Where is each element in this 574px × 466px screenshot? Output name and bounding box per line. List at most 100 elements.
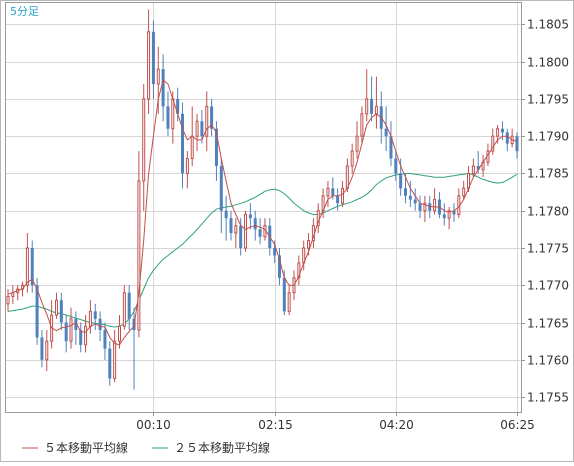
y-tick-label: 1.1795 [527, 93, 569, 107]
candle-body-up [433, 199, 437, 212]
candle-body-down [258, 229, 262, 237]
y-tick-label: 1.1800 [527, 56, 569, 70]
candle-body-down [384, 128, 388, 137]
candle-body-up [113, 340, 117, 379]
candle-body-up [423, 202, 427, 212]
candle-body-down [108, 348, 112, 379]
candle-body-up [45, 340, 49, 361]
x-tick-label: 06:25 [500, 418, 535, 432]
candle-body-down [200, 121, 204, 137]
candle-body-down [336, 195, 340, 204]
x-tick-label: 02:15 [258, 418, 293, 432]
candle-body-down [476, 166, 480, 170]
candle-body-down [176, 98, 180, 114]
candle-body-up [117, 325, 121, 342]
candle-body-up [205, 105, 209, 137]
candle-body-down [64, 322, 68, 342]
legend-label-ma25: ２５本移動平均線 [174, 440, 270, 455]
candle-body-up [122, 292, 126, 327]
x-tick-label: 04:20 [379, 418, 414, 432]
candle-body-up [54, 299, 58, 316]
timeframe-label: 5分足 [10, 5, 39, 18]
plot-border [5, 2, 522, 413]
candle-body-down [331, 188, 335, 196]
candle-body-up [350, 150, 354, 167]
candle-body-up [365, 98, 369, 115]
candle-body-down [229, 218, 233, 234]
candle-body-down [59, 300, 63, 323]
candle-body-up [6, 295, 10, 305]
candle-body-down [239, 225, 243, 248]
candle-body-down [74, 318, 78, 330]
candle-body-up [88, 310, 92, 327]
candle-body-down [413, 199, 417, 204]
candle-body-up [195, 120, 199, 137]
candle-body-up [156, 68, 160, 85]
candle-body-up [496, 128, 500, 137]
candle-body-down [515, 136, 519, 152]
y-tick-label: 1.1770 [527, 279, 569, 293]
candle-body-down [277, 255, 281, 278]
y-tick-label: 1.1765 [527, 317, 569, 331]
candle-body-down [248, 214, 252, 219]
candle-body-up [307, 240, 311, 249]
candle-body-down [442, 214, 446, 219]
candle-body-up [360, 113, 364, 137]
candle-body-up [345, 165, 349, 189]
candle-body-down [394, 158, 398, 174]
candle-body-down [253, 218, 257, 230]
candle-body-down [166, 106, 170, 129]
candle-body-down [30, 248, 34, 286]
candle-body-up [244, 213, 248, 249]
candle-body-down [370, 98, 374, 114]
candle-body-up [287, 292, 291, 312]
candle-body-down [210, 106, 214, 129]
candle-body-up [142, 98, 146, 182]
candle-body-down [428, 203, 432, 211]
candle-body-down [151, 31, 155, 84]
candle-body-up [69, 318, 73, 342]
candle-body-up [297, 262, 301, 279]
candle-body-down [389, 136, 393, 159]
candle-body-down [404, 188, 408, 196]
candle-body-up [471, 165, 475, 174]
candle-body-down [214, 128, 218, 166]
legend-label-ma5: ５本移動平均線 [44, 440, 128, 455]
candle-body-down [127, 292, 131, 319]
candle-body-down [79, 330, 83, 345]
candle-body-up [316, 210, 320, 227]
candle-body-down [181, 113, 185, 174]
candle-body-up [84, 325, 88, 346]
y-tick-label: 1.1805 [527, 18, 569, 32]
candle-body-up [137, 180, 141, 331]
candle-body-up [147, 31, 151, 100]
candle-body-down [505, 132, 509, 144]
candle-body-down [35, 285, 39, 338]
candle-body-down [40, 337, 44, 360]
y-tick-label: 1.1785 [527, 167, 569, 181]
candle-body-up [234, 225, 238, 234]
y-tick-label: 1.1775 [527, 242, 569, 256]
candle-body-up [462, 187, 466, 197]
candle-body-down [408, 195, 412, 200]
candle-body-up [355, 135, 359, 152]
ma5-line [7, 79, 518, 346]
candle-body-down [98, 318, 102, 330]
candle-body-up [340, 187, 344, 204]
candle-body-up [25, 247, 29, 286]
legend: ５本移動平均線 ２５本移動平均線 [22, 440, 270, 455]
candle-body-down [103, 330, 107, 349]
candle-body-down [161, 69, 165, 107]
candle-body-down [224, 210, 228, 219]
y-tick-label: 1.1760 [527, 354, 569, 368]
candle-body-up [491, 135, 495, 152]
ma25-line [7, 172, 518, 328]
candle-body-up [326, 187, 330, 197]
candle-body-down [282, 277, 286, 312]
x-tick-label: 00:10 [136, 418, 171, 432]
candle-body-up [171, 98, 175, 130]
candle-body-down [500, 128, 504, 133]
y-tick-label: 1.1780 [527, 205, 569, 219]
